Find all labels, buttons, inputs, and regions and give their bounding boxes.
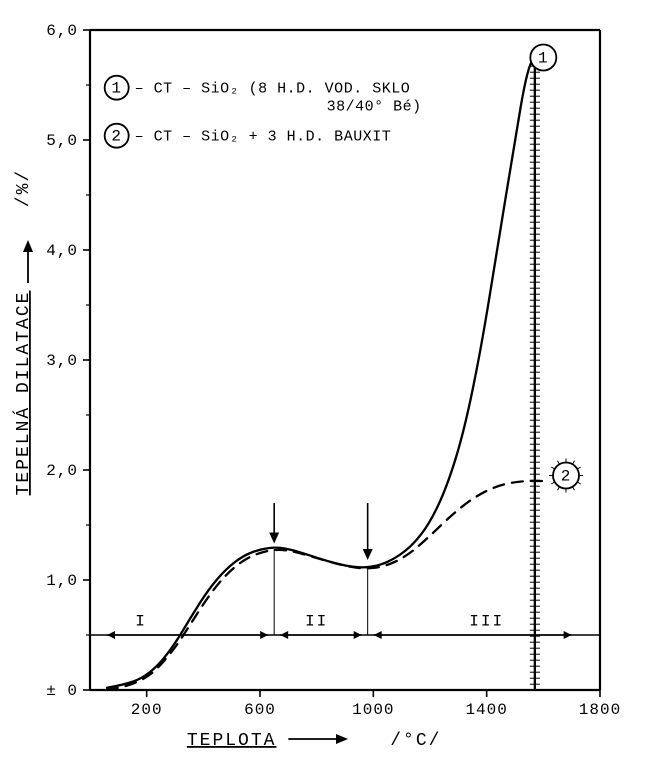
x-axis-unit: /°C/ <box>390 731 441 751</box>
y-tick-label: ± 0 <box>46 682 78 700</box>
y-tick-label: 2,0 <box>46 462 78 480</box>
x-tick-label: 1800 <box>579 701 621 719</box>
y-axis-unit: /%/ <box>14 169 34 207</box>
y-tick-label: 5,0 <box>46 132 78 150</box>
series-2 <box>107 481 543 690</box>
dilatation-chart: ± 0 1,0 2,0 3,0 4,0 5,0 6,0 200 600 1000 1400 1800 I… <box>0 0 645 780</box>
y-tick-label: 1,0 <box>46 572 78 590</box>
region-label: I <box>135 613 147 631</box>
x-axis-title: TEPLOTA <box>187 731 277 751</box>
series-marker-id: 2 <box>561 468 572 486</box>
x-tick-label: 1000 <box>352 701 394 719</box>
legend-marker-id: 1 <box>111 80 122 98</box>
legend-text-line1: – CT – SiO₂ (8 H.D. VOD. SKLO <box>135 81 411 98</box>
legend-text-line1: – CT – SiO₂ + 3 H.D. BAUXIT <box>135 129 392 146</box>
y-axis-title: TEPELNÁ DILATACE <box>12 291 34 496</box>
series-1 <box>107 54 535 688</box>
legend-text-line2: 38/40° Bé) <box>327 99 422 116</box>
legend-marker-id: 2 <box>111 128 122 146</box>
region-label: III <box>469 613 504 631</box>
x-tick-label: 1400 <box>465 701 507 719</box>
region-label: II <box>305 613 328 631</box>
series-marker-id: 1 <box>538 50 549 68</box>
x-tick-label: 600 <box>244 701 276 719</box>
x-tick-label: 200 <box>131 701 163 719</box>
y-tick-label: 4,0 <box>46 242 78 260</box>
y-tick-label: 6,0 <box>46 22 78 40</box>
y-tick-label: 3,0 <box>46 352 78 370</box>
